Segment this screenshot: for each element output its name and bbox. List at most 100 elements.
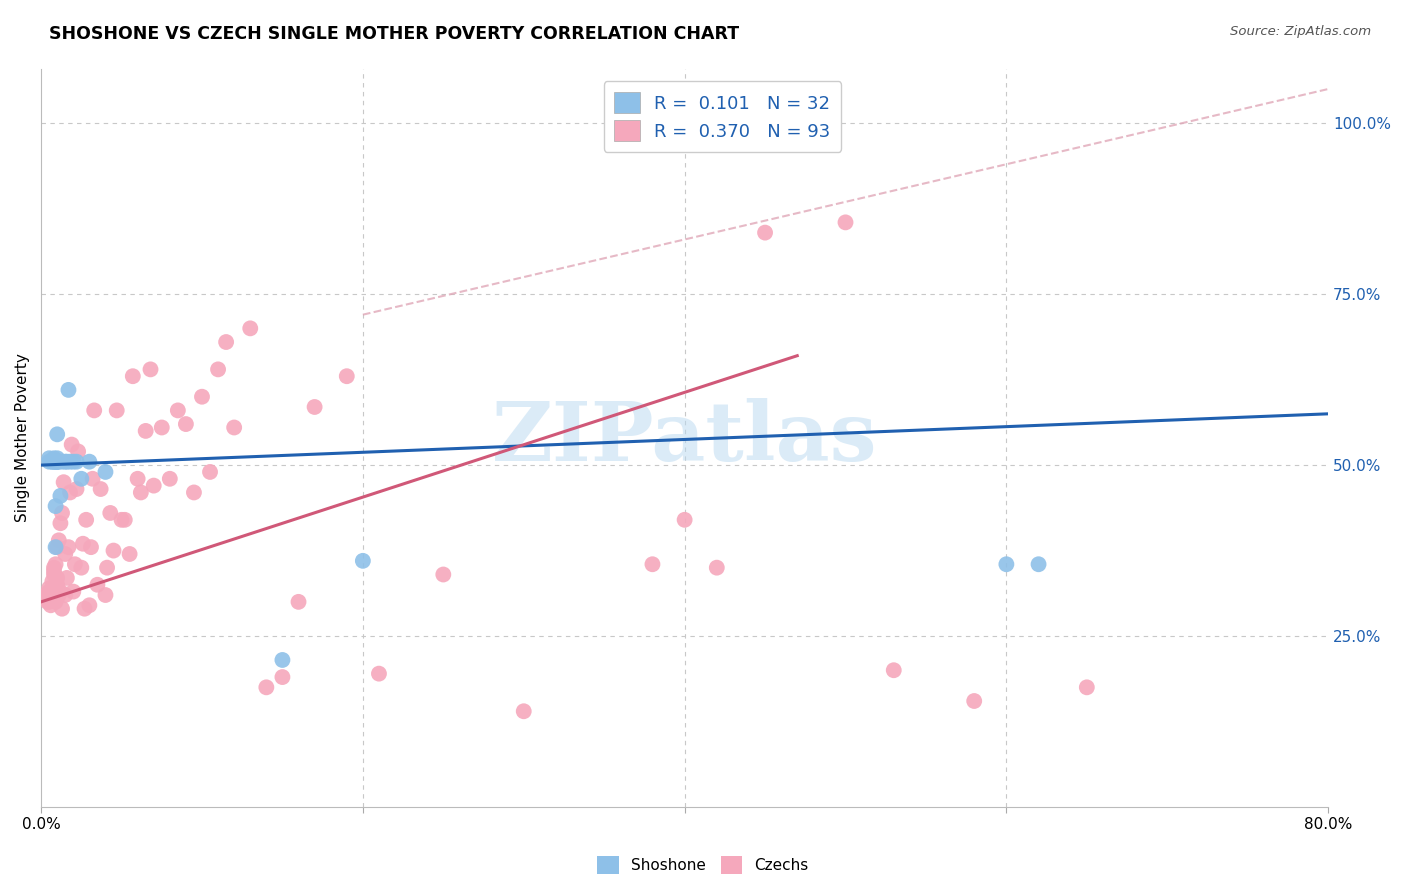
Point [174, 417, 197, 431]
Point [706, 560, 728, 574]
Point [754, 226, 776, 240]
Point [98, 506, 121, 520]
Point [46, 455, 69, 469]
Point [142, 478, 165, 492]
Point [53, 547, 76, 561]
Point [46, 571, 69, 585]
Point [135, 424, 157, 438]
Legend: Shoshone, Czechs: Shoshone, Czechs [591, 850, 815, 880]
Point [72, 537, 94, 551]
Point [336, 369, 359, 384]
Point [45, 595, 67, 609]
Point [39, 599, 62, 613]
Point [38, 451, 60, 466]
Text: SHOSHONE VS CZECH SINGLE MOTHER POVERTY CORRELATION CHART: SHOSHONE VS CZECH SINGLE MOTHER POVERTY … [49, 25, 740, 43]
Point [239, 321, 262, 335]
Point [70, 560, 93, 574]
Point [46, 578, 69, 592]
Point [834, 215, 856, 229]
Point [45, 584, 67, 599]
Point [51, 455, 73, 469]
Point [73, 601, 96, 615]
Point [42, 455, 65, 469]
Point [41, 455, 63, 469]
Point [37, 591, 59, 606]
Point [183, 485, 205, 500]
Point [79, 455, 101, 469]
Point [159, 472, 181, 486]
Point [53, 455, 76, 469]
Point [58, 540, 80, 554]
Point [42, 560, 65, 574]
Point [80, 540, 103, 554]
Legend: R =  0.101   N = 32, R =  0.370   N = 93: R = 0.101 N = 32, R = 0.370 N = 93 [603, 81, 841, 152]
Point [166, 403, 188, 417]
Point [150, 420, 173, 434]
Point [673, 513, 696, 527]
Point [46, 455, 69, 469]
Point [513, 704, 536, 718]
Point [51, 506, 73, 520]
Point [118, 547, 141, 561]
Point [432, 567, 454, 582]
Point [271, 670, 294, 684]
Point [129, 485, 152, 500]
Point [94, 588, 117, 602]
Point [45, 455, 67, 469]
Point [121, 369, 143, 384]
Point [103, 543, 125, 558]
Point [35, 591, 58, 606]
Text: Source: ZipAtlas.com: Source: ZipAtlas.com [1230, 25, 1371, 38]
Point [271, 653, 294, 667]
Point [352, 554, 374, 568]
Point [1076, 681, 1098, 695]
Point [38, 588, 60, 602]
Point [39, 588, 62, 602]
Point [35, 588, 58, 602]
Point [105, 403, 128, 417]
Point [37, 588, 59, 602]
Point [58, 383, 80, 397]
Point [45, 499, 67, 513]
Point [48, 533, 70, 548]
Point [65, 455, 87, 469]
Point [46, 455, 69, 469]
Point [45, 455, 67, 469]
Point [46, 455, 69, 469]
Point [127, 472, 149, 486]
Point [38, 455, 60, 469]
Point [45, 540, 67, 554]
Point [38, 591, 60, 606]
Point [96, 560, 118, 574]
Point [304, 400, 326, 414]
Point [70, 472, 93, 486]
Point [48, 455, 70, 469]
Point [86, 578, 108, 592]
Point [368, 666, 391, 681]
Point [82, 472, 104, 486]
Point [62, 584, 84, 599]
Point [46, 427, 69, 442]
Point [963, 694, 986, 708]
Point [59, 485, 82, 500]
Point [63, 558, 86, 572]
Point [53, 588, 76, 602]
Point [90, 482, 112, 496]
Point [46, 540, 69, 554]
Point [48, 588, 70, 602]
Point [207, 362, 229, 376]
Point [46, 588, 69, 602]
Point [198, 465, 221, 479]
Point [287, 595, 309, 609]
Point [49, 516, 72, 531]
Point [254, 681, 277, 695]
Point [49, 584, 72, 599]
Point [83, 403, 105, 417]
Point [110, 513, 132, 527]
Point [38, 584, 60, 599]
Point [995, 558, 1018, 572]
Point [1028, 558, 1050, 572]
Point [60, 437, 83, 451]
Point [42, 564, 65, 578]
Point [139, 362, 162, 376]
